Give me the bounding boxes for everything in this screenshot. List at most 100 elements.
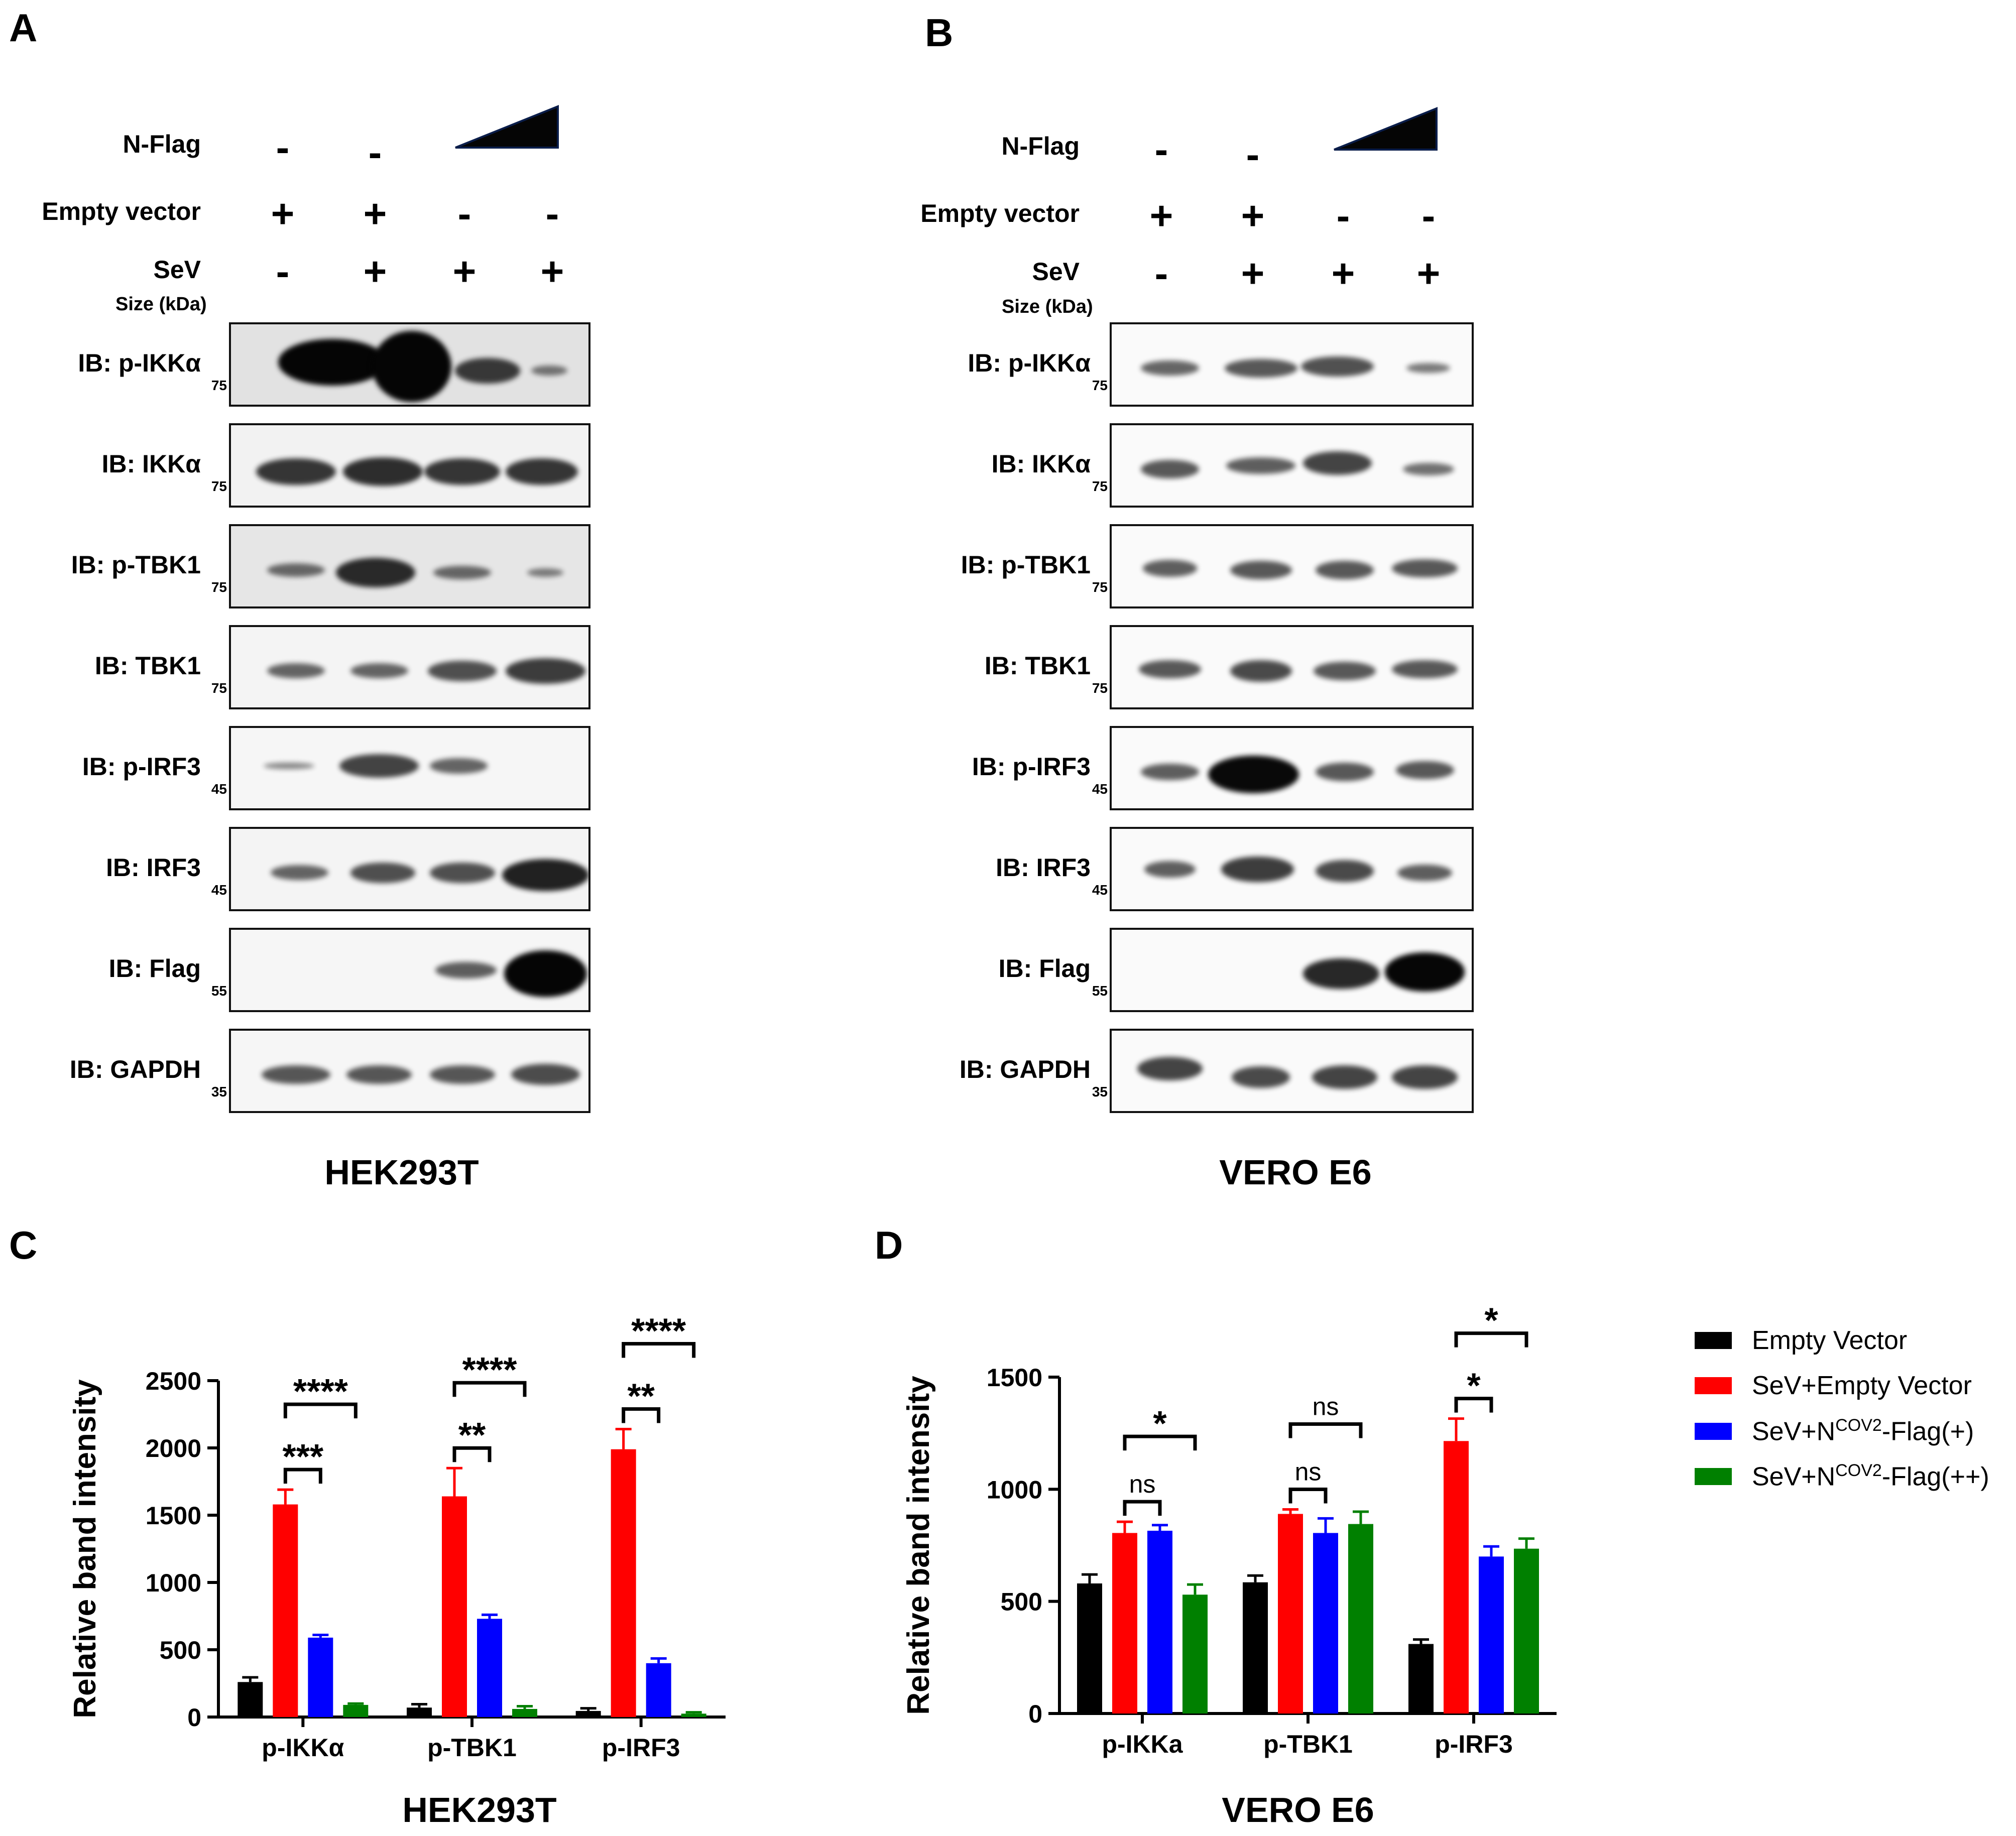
y-tick-label: 1500 [987, 1364, 1042, 1392]
blot-band [267, 563, 325, 577]
nflag-lane2-b: - [1246, 132, 1260, 177]
panel-label-b: B [925, 11, 954, 55]
blot-band [455, 358, 520, 384]
significance-label: **** [631, 1311, 686, 1350]
bar [1112, 1533, 1137, 1713]
blot-label: IB: TBK1 [94, 652, 201, 680]
bar [407, 1707, 432, 1717]
significance-bracket [1288, 1422, 1363, 1438]
legend-item: SeV+NCOV2-Flag(+) [1695, 1416, 1974, 1446]
chart-title-c: HEK293T [402, 1790, 557, 1829]
legend-swatch [1695, 1332, 1732, 1349]
empty-lane1-a: + [271, 191, 295, 236]
bar [1147, 1530, 1172, 1713]
bar [1278, 1514, 1303, 1713]
blot-band [1142, 560, 1198, 577]
legend-swatch [1695, 1377, 1732, 1394]
blot-band [262, 1065, 330, 1084]
bar [1313, 1533, 1338, 1713]
significance-bracket [452, 1446, 492, 1462]
blot-label: IB: IRF3 [996, 853, 1091, 882]
significance-label: ** [627, 1376, 655, 1415]
blot-band [1301, 356, 1374, 377]
y-axis-label: Relative band intensity [901, 1376, 936, 1715]
blot-band [424, 458, 501, 485]
blot-image-8 [1110, 1029, 1474, 1113]
bar [611, 1449, 636, 1717]
nflag-label-b: N-Flag [1001, 132, 1080, 160]
bar [273, 1504, 298, 1717]
empty-lane2-b: + [1241, 193, 1265, 238]
blot-image-3 [229, 524, 590, 608]
empty-lane1-b: + [1149, 193, 1173, 238]
bar [1408, 1644, 1434, 1713]
bar [1514, 1548, 1539, 1713]
legend-item: Empty Vector [1695, 1325, 1907, 1356]
blot-band [339, 754, 419, 778]
blot-band [1314, 661, 1376, 680]
empty-lane3-a: - [457, 191, 471, 236]
empty-vector-label-b: Empty vector [920, 199, 1080, 227]
blot-label: IB: p-IKKα [78, 349, 201, 377]
panel-label-d: D [875, 1223, 903, 1267]
bar-chart-d: 0 500 1000 1500 Relative band intensity p-IKK… [901, 1305, 1557, 1758]
empty-lane4-b: - [1421, 193, 1436, 238]
empty-lane4-a: - [545, 191, 559, 236]
blot-band [1141, 360, 1199, 376]
bar [477, 1619, 502, 1717]
blot-label: IB: p-IRF3 [972, 753, 1091, 781]
sev-lane2-b: + [1241, 251, 1265, 296]
bar [1444, 1441, 1469, 1713]
sev-label-a: SeV [153, 256, 201, 284]
blot-band [1144, 861, 1196, 878]
blot-band [1403, 462, 1454, 475]
blot-band [435, 961, 497, 979]
blot-band [1392, 660, 1458, 679]
legend-swatch [1695, 1422, 1732, 1440]
blot-band [346, 1065, 412, 1084]
blot-label: IB: GAPDH [959, 1055, 1091, 1083]
legend-text: SeV+NCOV2-Flag(++) [1752, 1461, 1989, 1492]
mw-marker: 75 [211, 378, 227, 393]
blot-image-7 [1110, 928, 1474, 1012]
blot-band [430, 758, 488, 774]
blot-image-5 [1110, 726, 1474, 810]
mw-marker: 45 [211, 882, 227, 898]
blot-label: IB: p-IKKα [968, 349, 1091, 377]
x-tick-label: p-IRF3 [1435, 1730, 1513, 1758]
bar [512, 1708, 537, 1717]
y-tick-label: 1000 [146, 1569, 201, 1597]
blot-band [502, 859, 588, 892]
cell-line-title-a: HEK293T [324, 1153, 479, 1192]
blot-label: IB: IKKα [991, 450, 1091, 478]
blot-band [1141, 763, 1199, 781]
y-tick-label: 1500 [146, 1502, 201, 1530]
mw-marker: 75 [211, 680, 227, 696]
blot-image-1 [1110, 322, 1474, 407]
significance-bracket [1123, 1434, 1197, 1451]
blot-label: IB: Flag [998, 954, 1091, 983]
blot-band [335, 558, 416, 587]
mw-marker: 35 [211, 1084, 227, 1099]
mw-marker: 45 [1092, 882, 1108, 898]
mw-marker: 75 [1092, 680, 1108, 696]
blot-band [506, 658, 585, 684]
significance-bracket [1454, 1331, 1528, 1348]
significance-bracket [1123, 1500, 1162, 1516]
blot-image-7 [229, 928, 590, 1012]
blot-band [1230, 660, 1292, 682]
mw-marker: 45 [211, 781, 227, 797]
blot-image-8 [229, 1029, 590, 1113]
blot-band [433, 565, 492, 579]
legend-item: SeV+Empty Vector [1695, 1371, 1972, 1401]
significance-bracket [283, 1467, 322, 1484]
blot-band [278, 339, 387, 386]
blot-band [428, 661, 497, 681]
blot-band [256, 458, 336, 485]
significance-label: * [1467, 1366, 1481, 1405]
blot-band [430, 1065, 495, 1084]
significance-bracket [622, 1341, 696, 1358]
significance-label: ns [1129, 1470, 1156, 1498]
blot-band [1224, 358, 1297, 378]
blot-band [506, 458, 578, 485]
